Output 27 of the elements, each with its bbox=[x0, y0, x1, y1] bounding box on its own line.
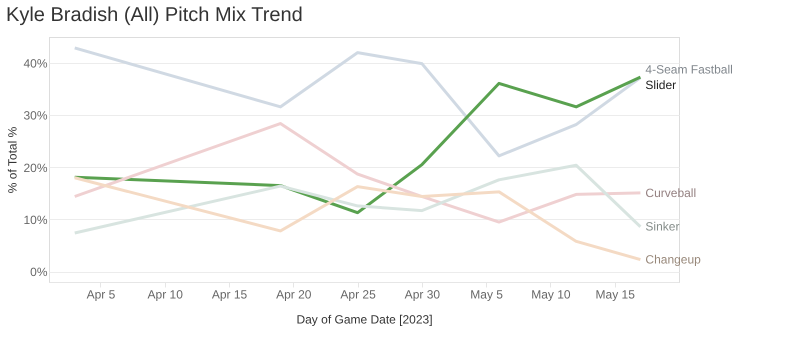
chart-title: Kyle Bradish (All) Pitch Mix Trend bbox=[6, 4, 303, 26]
line-series bbox=[73, 122, 642, 224]
x-tick-label: May 15 bbox=[596, 288, 636, 302]
line-series bbox=[73, 46, 642, 158]
y-tick-label: 40% bbox=[23, 56, 48, 71]
line-series bbox=[73, 176, 642, 262]
series-label: 4-Seam Fastball bbox=[645, 62, 733, 77]
y-tick-label: 0% bbox=[30, 265, 48, 280]
y-axis-title: % of Total % bbox=[5, 126, 20, 194]
x-tick-label: Apr 15 bbox=[212, 288, 248, 302]
x-tick-label: Apr 10 bbox=[148, 288, 184, 302]
x-tick-label: Apr 20 bbox=[276, 288, 312, 302]
series-label: Sinker bbox=[645, 220, 680, 234]
x-tick-label: Apr 30 bbox=[404, 288, 440, 302]
series-label: Slider bbox=[645, 78, 676, 92]
y-tick-label: 10% bbox=[23, 212, 48, 227]
y-tick-label: 20% bbox=[23, 160, 48, 175]
x-tick-label: May 10 bbox=[531, 288, 571, 302]
y-tick-label: 30% bbox=[23, 108, 48, 123]
x-tick-label: May 5 bbox=[470, 288, 504, 302]
line-series bbox=[73, 76, 642, 214]
series-label: Changeup bbox=[645, 252, 702, 267]
x-tick-label: Apr 25 bbox=[340, 288, 376, 302]
x-tick-label: Apr 5 bbox=[86, 288, 116, 302]
series-label: Curveball bbox=[645, 186, 696, 200]
x-axis-title: Day of Game Date [2023] bbox=[296, 312, 433, 326]
line-series bbox=[73, 164, 642, 234]
